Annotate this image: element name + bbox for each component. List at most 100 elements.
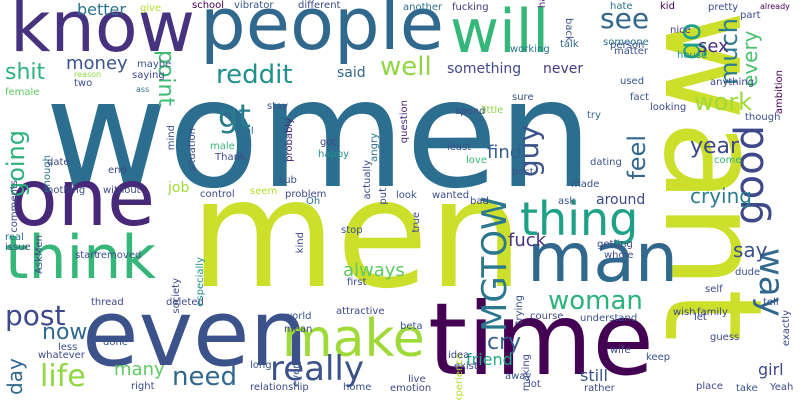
word: rather (584, 383, 615, 394)
word: stop (341, 225, 363, 236)
word: said (337, 65, 366, 81)
word: deleted (166, 297, 204, 308)
word: job (168, 180, 190, 196)
word: money (66, 53, 128, 74)
word: year (690, 134, 740, 159)
word: wish (673, 307, 696, 318)
word: trying (514, 295, 525, 325)
word: exactly (781, 310, 792, 347)
word: wife (610, 345, 631, 356)
word: vibrator (234, 0, 274, 11)
word: sub (279, 175, 297, 186)
word: let (694, 312, 707, 323)
word: fucking (452, 2, 489, 13)
word: MGTOW (475, 196, 515, 332)
word: dating (590, 157, 622, 168)
word: issue (5, 242, 31, 253)
word: working (510, 44, 550, 55)
word: live (408, 374, 426, 385)
word: whole (604, 250, 634, 261)
word: give (140, 3, 162, 14)
word: nothing (47, 185, 86, 196)
word: attractive (336, 306, 385, 317)
word: fuck (508, 230, 547, 251)
word: reddit (216, 60, 293, 90)
word: lol (242, 126, 254, 137)
word: pretty (708, 2, 739, 13)
word: understand (580, 313, 638, 324)
word: hate (610, 1, 633, 12)
word: think (5, 223, 156, 293)
word: angry (369, 133, 380, 162)
word: seem (250, 186, 278, 197)
word: take (736, 383, 758, 394)
word: wanted (432, 190, 470, 201)
word: done (103, 337, 128, 348)
word: never (543, 61, 584, 77)
word: relationship (250, 382, 309, 393)
word: spend (455, 106, 486, 117)
word: guess (710, 332, 740, 343)
word: one (10, 154, 156, 244)
word: nice (670, 25, 691, 36)
word: ask (558, 196, 576, 207)
word: though (745, 112, 781, 123)
word: sure (512, 92, 534, 103)
word: house (677, 50, 708, 61)
word: girl (758, 360, 784, 379)
word: problem (285, 189, 327, 200)
word: probably (284, 118, 295, 162)
word: day (3, 358, 27, 395)
word: kind (295, 232, 306, 254)
word: male (210, 141, 235, 152)
word: saying (132, 70, 165, 81)
word: see (600, 2, 650, 35)
word: school (192, 0, 225, 11)
word: come (714, 155, 742, 166)
word: work (694, 88, 753, 116)
word: kid (660, 1, 675, 12)
word: another (403, 2, 443, 13)
word: course (530, 311, 564, 322)
word: time (428, 281, 654, 398)
word: gt (218, 97, 251, 135)
word: two (74, 78, 93, 89)
word: will (450, 0, 550, 67)
word: love (466, 155, 487, 166)
word: beta (400, 321, 423, 332)
word: long (250, 360, 272, 371)
word: without (103, 185, 141, 196)
word: life (40, 359, 86, 394)
word: part (740, 10, 761, 21)
word: reason (74, 70, 102, 79)
word: home (343, 382, 372, 393)
word: still (580, 366, 608, 385)
word: start (75, 250, 99, 261)
word: ambition (774, 70, 785, 115)
word: removed (97, 250, 142, 261)
word: find (487, 142, 522, 163)
word: true (411, 212, 422, 233)
word: Oh (306, 196, 321, 207)
word: lot (528, 379, 541, 390)
word: ass (136, 85, 150, 94)
word: Thank (215, 152, 246, 163)
word: whatever (38, 350, 85, 361)
word: tell (763, 297, 779, 308)
word: make (282, 309, 425, 369)
word: look (396, 190, 417, 201)
word: self (705, 284, 723, 295)
word: idea (448, 350, 470, 361)
word: say (733, 238, 768, 262)
word: society (171, 278, 182, 314)
word: someone (603, 37, 649, 48)
word: post (5, 299, 66, 332)
word: put (378, 188, 389, 205)
word: used (620, 76, 645, 87)
word: people (200, 0, 445, 66)
word: little (481, 105, 504, 116)
word: real (5, 232, 24, 243)
word: place (696, 381, 723, 392)
word: maybe (137, 59, 172, 70)
